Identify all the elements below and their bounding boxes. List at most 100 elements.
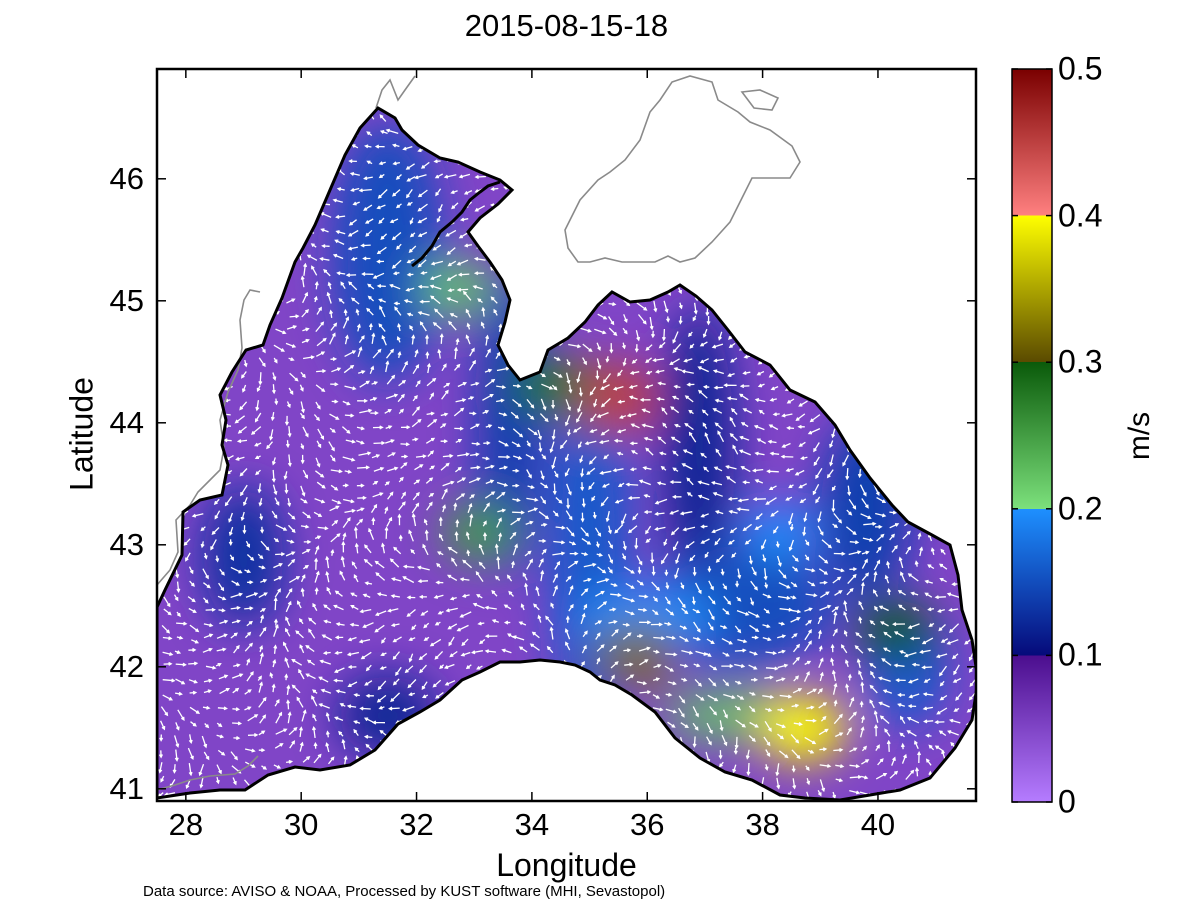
current-vector <box>915 468 924 473</box>
current-vector <box>387 466 399 472</box>
current-vector <box>831 606 839 613</box>
current-vector <box>485 424 493 429</box>
current-vector <box>714 537 721 546</box>
current-vector <box>429 392 435 400</box>
current-vector <box>314 535 322 540</box>
current-vector <box>918 453 927 459</box>
current-vector <box>273 537 280 543</box>
current-vector <box>274 698 280 707</box>
current-vector <box>806 182 815 190</box>
current-vector <box>299 412 305 420</box>
current-vector <box>524 308 529 315</box>
current-vector <box>184 356 192 361</box>
current-vector <box>456 477 467 483</box>
current-vector <box>330 469 343 474</box>
current-vector <box>875 512 887 518</box>
current-vector <box>270 411 275 422</box>
current-vector <box>722 149 727 156</box>
current-vector <box>548 181 554 191</box>
current-vector <box>373 466 385 472</box>
current-vector <box>242 525 247 535</box>
current-vector <box>356 507 365 512</box>
current-vector <box>408 529 414 542</box>
current-vector <box>241 384 247 393</box>
current-vector <box>831 328 843 335</box>
current-vector <box>820 252 826 262</box>
current-vector <box>721 664 734 669</box>
current-vector <box>718 331 723 341</box>
current-vector <box>343 780 352 791</box>
current-vector <box>481 783 490 791</box>
x-tick-label: 40 <box>860 807 896 842</box>
current-vector <box>457 452 470 457</box>
current-vector <box>436 562 442 568</box>
current-vector <box>355 308 360 316</box>
current-vector <box>714 422 723 430</box>
current-vector <box>680 205 689 212</box>
current-vector <box>928 114 935 121</box>
current-vector <box>308 211 318 220</box>
current-vector <box>762 202 773 207</box>
current-vector <box>412 394 418 402</box>
current-vector <box>580 280 588 290</box>
current-vector <box>790 185 798 190</box>
current-vector <box>273 576 283 582</box>
current-vector <box>463 693 471 698</box>
current-vector <box>244 157 253 162</box>
current-vector <box>295 630 304 639</box>
current-vector <box>533 603 540 611</box>
current-vector <box>869 620 876 626</box>
current-vector <box>177 285 184 295</box>
current-vector <box>623 299 631 307</box>
current-vector <box>325 570 330 583</box>
current-vector <box>965 203 974 210</box>
current-vector <box>653 159 660 166</box>
current-vector <box>844 659 849 668</box>
current-vector <box>530 225 540 234</box>
current-vector <box>519 686 526 693</box>
current-vector <box>949 296 961 301</box>
current-vector <box>417 231 428 237</box>
current-vector <box>923 217 933 227</box>
current-vector <box>216 228 230 233</box>
current-vector <box>804 358 809 367</box>
current-vector <box>187 747 194 761</box>
current-vector <box>535 585 540 597</box>
current-vector <box>650 552 655 564</box>
current-vector <box>970 332 976 343</box>
current-vector <box>467 502 473 514</box>
current-vector <box>595 704 603 709</box>
current-vector <box>183 423 191 430</box>
current-vector <box>215 300 220 309</box>
current-vector <box>966 130 974 135</box>
current-vector <box>189 287 195 296</box>
current-vector <box>637 119 645 129</box>
current-vector <box>650 146 660 157</box>
current-vector <box>760 329 765 342</box>
current-vector <box>553 356 561 361</box>
current-vector <box>662 762 668 769</box>
current-vector <box>344 334 349 345</box>
current-vector <box>641 423 654 429</box>
current-vector <box>254 412 262 423</box>
current-vector <box>965 732 976 738</box>
current-vector <box>307 153 318 164</box>
current-vector <box>835 764 845 769</box>
current-vector <box>243 497 248 507</box>
current-vector <box>411 624 417 631</box>
current-vector <box>271 208 276 220</box>
current-vector <box>205 286 212 291</box>
current-vector <box>611 629 619 637</box>
current-vector <box>507 170 514 177</box>
current-vector <box>289 740 296 749</box>
current-vector <box>890 495 903 500</box>
current-vector <box>665 147 670 157</box>
current-vector <box>576 371 581 384</box>
current-vector <box>807 171 815 176</box>
current-vector <box>377 680 387 691</box>
current-vector <box>417 284 429 289</box>
current-vector <box>299 384 304 392</box>
current-vector <box>219 619 229 625</box>
current-vector <box>319 659 332 665</box>
